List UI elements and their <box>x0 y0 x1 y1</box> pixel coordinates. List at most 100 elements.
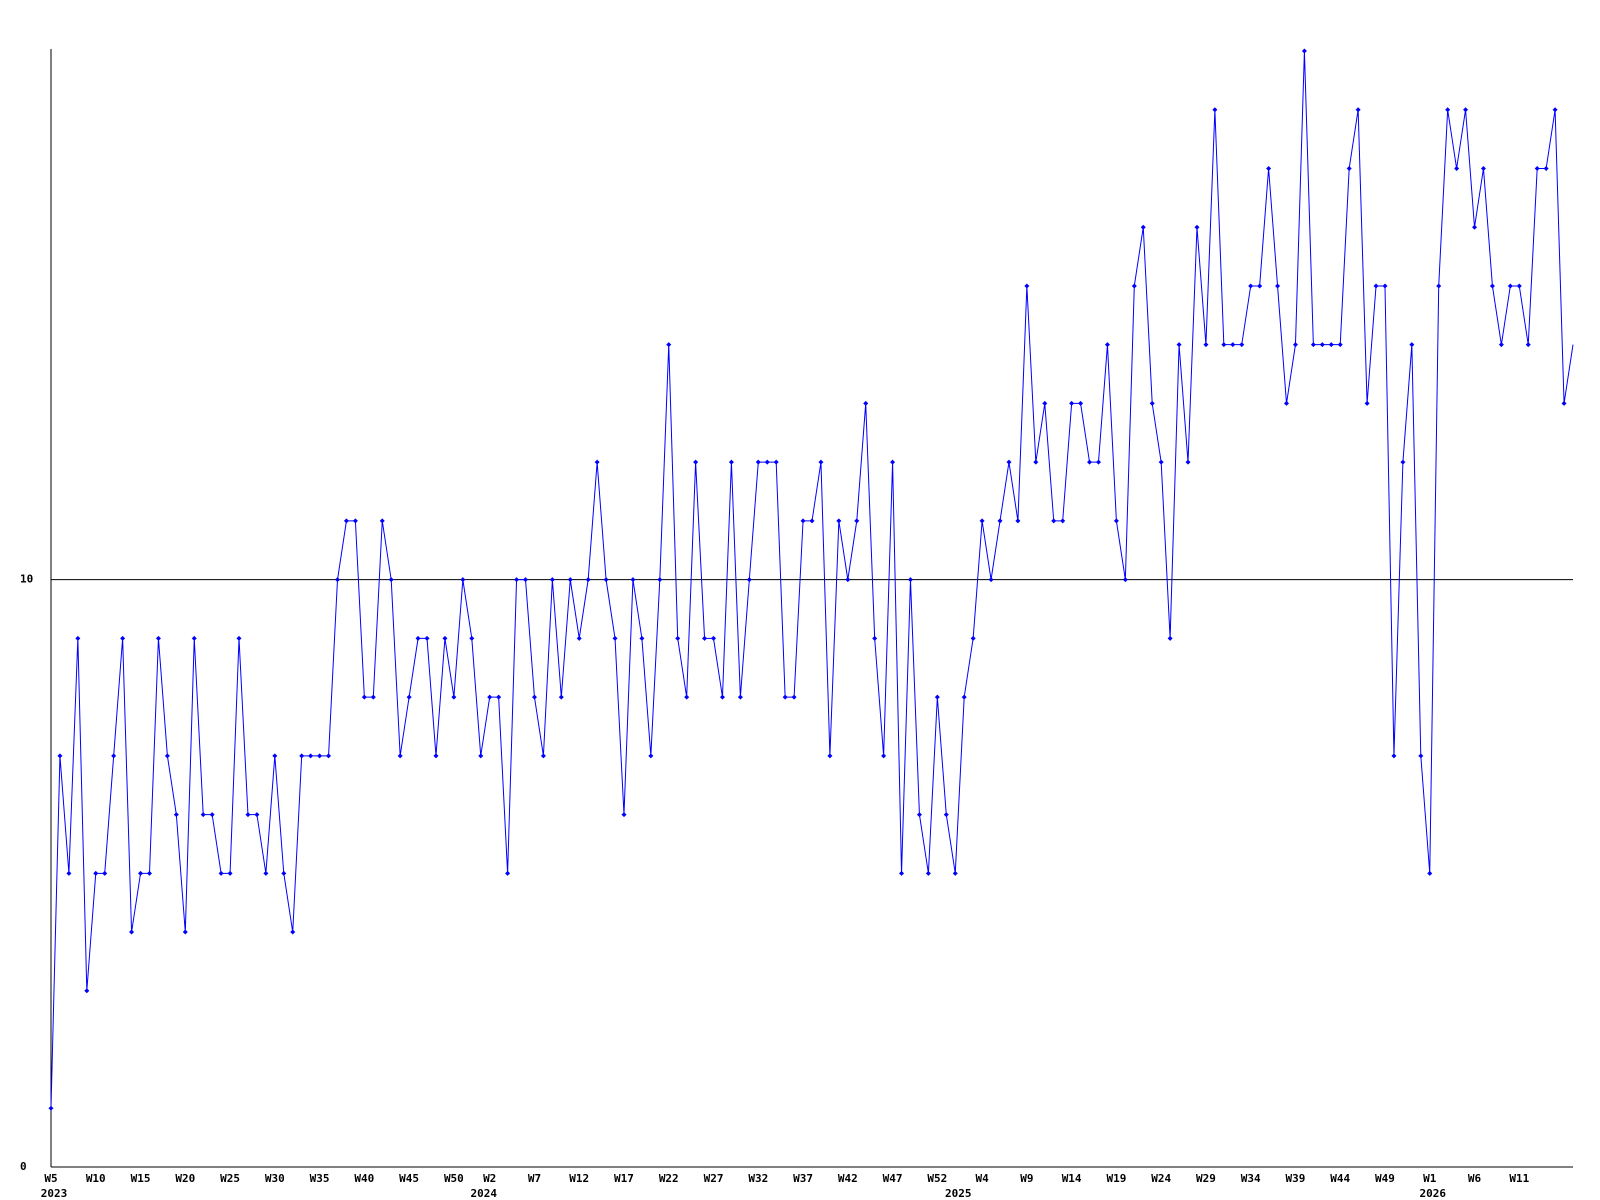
x-tick-label: W37 <box>793 1172 813 1185</box>
data-point <box>773 459 779 465</box>
data-point <box>791 694 797 700</box>
data-point <box>487 694 493 700</box>
data-point <box>1409 342 1415 348</box>
data-point <box>1552 107 1558 113</box>
x-tick-label: W15 <box>131 1172 151 1185</box>
data-point <box>1346 165 1352 171</box>
x-tick-label: W2 <box>483 1172 496 1185</box>
data-point <box>1337 342 1343 348</box>
x-tick-label: W52 <box>927 1172 947 1185</box>
data-point <box>934 694 940 700</box>
data-point <box>567 577 573 583</box>
x-year-label: 2023 <box>41 1187 68 1200</box>
x-tick-label: W47 <box>883 1172 903 1185</box>
data-point <box>1069 400 1075 406</box>
data-point <box>1301 48 1307 54</box>
data-point <box>693 459 699 465</box>
data-point <box>272 753 278 759</box>
data-point <box>182 929 188 935</box>
data-point <box>1310 342 1316 348</box>
data-point <box>1221 342 1227 348</box>
data-point <box>1364 400 1370 406</box>
data-point <box>1095 459 1101 465</box>
data-point <box>657 577 663 583</box>
data-point <box>129 929 135 935</box>
x-tick-label: W24 <box>1151 1172 1171 1185</box>
data-point <box>1418 753 1424 759</box>
data-point <box>343 518 349 524</box>
data-point <box>173 812 179 818</box>
data-point <box>603 577 609 583</box>
data-point <box>845 577 851 583</box>
data-point <box>308 753 314 759</box>
x-tick-label: W39 <box>1286 1172 1306 1185</box>
data-point <box>836 518 842 524</box>
data-point <box>478 753 484 759</box>
data-point <box>1024 283 1030 289</box>
data-point <box>782 694 788 700</box>
data-point <box>594 459 600 465</box>
data-point <box>138 870 144 876</box>
data-point <box>899 870 905 876</box>
data-point <box>648 753 654 759</box>
data-point <box>1006 459 1012 465</box>
data-point <box>227 870 233 876</box>
x-tick-label: W6 <box>1468 1172 1482 1185</box>
data-point <box>1516 283 1522 289</box>
data-point <box>191 635 197 641</box>
data-point <box>299 753 305 759</box>
data-point <box>388 577 394 583</box>
data-point <box>881 753 887 759</box>
data-point <box>281 870 287 876</box>
x-tick-label: W4 <box>975 1172 989 1185</box>
data-point <box>684 694 690 700</box>
data-point <box>236 635 242 641</box>
data-point <box>728 459 734 465</box>
data-point <box>1382 283 1388 289</box>
data-point <box>863 400 869 406</box>
data-point <box>997 518 1003 524</box>
data-point <box>1212 107 1218 113</box>
x-tick-label: W32 <box>748 1172 768 1185</box>
data-point <box>988 577 994 583</box>
data-point <box>827 753 833 759</box>
x-tick-label: W44 <box>1330 1172 1350 1185</box>
data-point <box>675 635 681 641</box>
data-point <box>379 518 385 524</box>
data-point <box>1391 753 1397 759</box>
data-point <box>146 870 152 876</box>
data-point <box>809 518 815 524</box>
data-point <box>1525 342 1531 348</box>
data-point <box>540 753 546 759</box>
data-point <box>612 635 618 641</box>
data-point <box>1373 283 1379 289</box>
data-point <box>102 870 108 876</box>
data-point <box>505 870 511 876</box>
data-point <box>75 635 81 641</box>
data-point <box>666 342 672 348</box>
data-point <box>245 812 251 818</box>
data-point <box>1472 224 1478 230</box>
data-point <box>1319 342 1325 348</box>
data-point <box>514 577 520 583</box>
data-point <box>737 694 743 700</box>
x-tick-label: W5 <box>44 1172 57 1185</box>
data-point <box>1230 342 1236 348</box>
y-tick-label: 10 <box>20 573 33 586</box>
data-point <box>907 577 913 583</box>
data-point <box>1284 400 1290 406</box>
x-tick-label: W7 <box>528 1172 541 1185</box>
data-point <box>719 694 725 700</box>
data-point <box>639 635 645 641</box>
data-point <box>1104 342 1110 348</box>
data-point <box>746 577 752 583</box>
data-point <box>925 870 931 876</box>
data-point <box>1355 107 1361 113</box>
data-point <box>1266 165 1272 171</box>
data-point <box>460 577 466 583</box>
data-point <box>93 870 99 876</box>
data-point <box>370 694 376 700</box>
x-tick-label: W45 <box>399 1172 419 1185</box>
data-point <box>263 870 269 876</box>
